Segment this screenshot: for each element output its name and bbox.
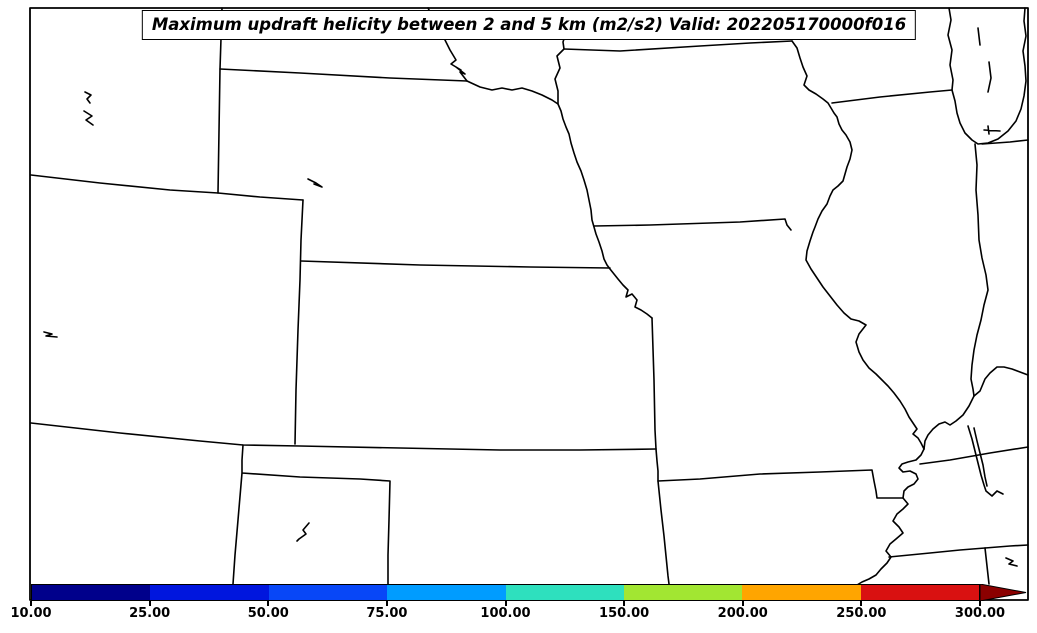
wabash-river-il-in — [970, 143, 989, 397]
texas-lake — [296, 522, 310, 542]
colorbar-tick — [504, 601, 507, 606]
state-border-ky-tn — [919, 446, 1029, 465]
colorbar-tick-label: 50.00 — [247, 606, 289, 621]
big-sioux-river — [554, 32, 567, 105]
state-border-co-east — [294, 199, 304, 445]
state-border-tn-al — [984, 544, 1029, 549]
state-border-ms-al — [984, 547, 990, 585]
colorbar-segment-75-100 — [387, 585, 506, 600]
state-border-ne-ks — [300, 260, 611, 269]
colorbar-tick-label: 300.00 — [954, 606, 1006, 621]
mississippi-river-upper — [791, 40, 925, 450]
south-dakota-lake — [307, 178, 323, 188]
colorbar-tick-label: 25.00 — [129, 606, 171, 621]
state-border-ia-mo — [593, 218, 792, 231]
state-border-mi-in — [981, 139, 1029, 145]
colorbar-segment-25-50 — [150, 585, 269, 600]
colorbar-tick — [741, 601, 744, 606]
state-border-ia-mn — [563, 40, 793, 52]
colorbar-tick — [385, 601, 388, 606]
colorbar-extend-arrow — [980, 584, 1027, 601]
ohio-river-in-ky — [973, 366, 1029, 397]
colorbar-tick — [148, 601, 151, 606]
missouri-river-ne-ia — [466, 80, 653, 319]
colorbar-tick-label: 250.00 — [836, 606, 887, 621]
plot-title: Maximum updraft helicity between 2 and 5… — [141, 10, 917, 40]
colorbar-tick — [623, 601, 626, 606]
state-border-41n — [30, 174, 304, 201]
colorbar-segment-100-150 — [505, 585, 624, 600]
montana-lakes — [83, 91, 94, 126]
wyoming-lake — [43, 331, 58, 338]
colorbar-tick — [860, 601, 863, 606]
state-border-wi-il — [831, 89, 953, 104]
lake-michigan — [947, 7, 1027, 145]
colorbar-segment-200-250 — [742, 585, 861, 600]
colorbar-tick-label: 100.00 — [480, 606, 531, 621]
colorbar-segment-10-25 — [32, 585, 151, 600]
colorbar-segment-150-200 — [623, 585, 743, 600]
kentucky-lakes — [967, 425, 1004, 497]
state-border-sd-ne — [219, 68, 468, 82]
colorbar-tick — [30, 601, 32, 606]
colorbar-tick — [979, 601, 981, 606]
colorbar-tick-label: 10.00 — [10, 606, 52, 621]
state-border-37n — [30, 422, 657, 451]
colorbar-segment-250-300 — [860, 585, 979, 600]
state-border-ks-mo-ok-ar — [651, 317, 670, 585]
tennessee-river-al — [1005, 557, 1018, 567]
state-border-ok-tx-panhandle — [232, 444, 391, 585]
colorbar-segment-50-75 — [268, 585, 388, 600]
mississippi-river-bend — [898, 448, 925, 499]
colorbar — [31, 584, 980, 601]
colorbar-tick-label: 75.00 — [366, 606, 408, 621]
lake-michigan-border-marks — [977, 27, 1001, 135]
colorbar-tick-label: 150.00 — [599, 606, 650, 621]
mississippi-river-lower — [856, 497, 909, 586]
state-border-mo-ar — [657, 469, 904, 499]
state-border-tn-ms — [888, 547, 986, 558]
colorbar-tick-label: 200.00 — [717, 606, 768, 621]
colorbar-tick — [267, 601, 270, 606]
ohio-river-il-ky — [923, 395, 975, 450]
